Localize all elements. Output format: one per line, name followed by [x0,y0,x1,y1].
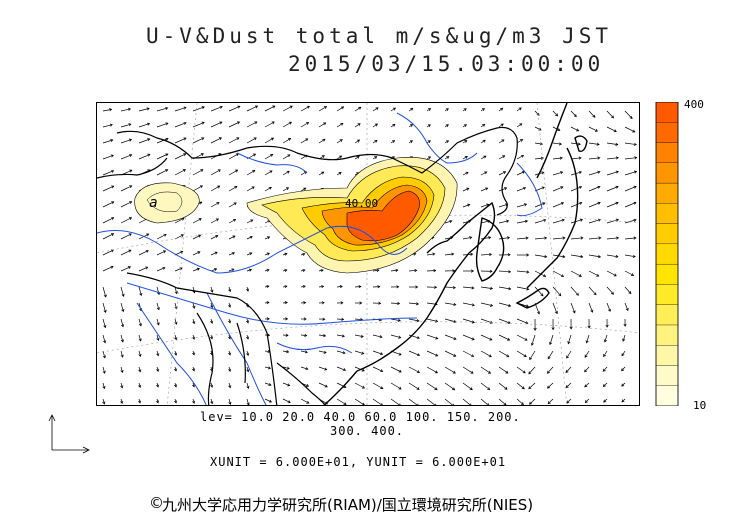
copyright-icon: © [149,494,164,512]
map-frame: 40.00 a [96,102,640,406]
colorbar-segment [655,324,679,346]
colorbar-min-label: 10 [693,399,707,412]
unit-note: XUNIT = 6.000E+01, YUNIT = 6.000E+01 [210,455,507,469]
dust-core [346,190,420,242]
colorbar-segment [655,182,679,204]
dust-plume [134,157,458,274]
dust-west-blob [134,182,200,224]
map-canvas: 40.00 a [97,103,639,405]
level-list-line-2: 300. 400. [330,424,405,438]
colorbar-segments [655,102,679,406]
colorbar-segment [655,203,679,224]
colorbar-segment [655,162,679,184]
colorbar-segment [655,284,679,305]
dust-west-inner [146,191,183,213]
colorbar-segment [655,385,679,406]
title-line-1: U-V&Dust total m/s&ug/m3 JST [146,24,613,48]
colorbar-segment [655,263,679,285]
colorbar [655,102,679,406]
colorbar-segment [655,223,679,245]
colorbar-segment [655,345,679,366]
level-list-line-1: lev= 10.0 20.0 40.0 60.0 100. 150. 200. [200,410,521,424]
vector-axes-icon [48,414,90,454]
colorbar-segment [655,122,679,143]
low-marker: a [149,195,158,211]
colorbar-segment [655,243,679,265]
colorbar-segment [655,142,679,163]
copyright-text: 九州大学応用力学研究所(RIAM)/国立環境研究所(NIES) [162,496,534,514]
colorbar-segment [655,304,679,326]
rivers [97,112,543,405]
coastlines [323,103,588,405]
borders [97,126,518,405]
contour-label: 40.00 [345,197,378,210]
colorbar-segment [655,365,679,386]
colorbar-segment [655,102,679,123]
colorbar-max-label: 400 [684,98,704,111]
title-line-2: 2015/03/15.03:00:00 [288,52,605,76]
